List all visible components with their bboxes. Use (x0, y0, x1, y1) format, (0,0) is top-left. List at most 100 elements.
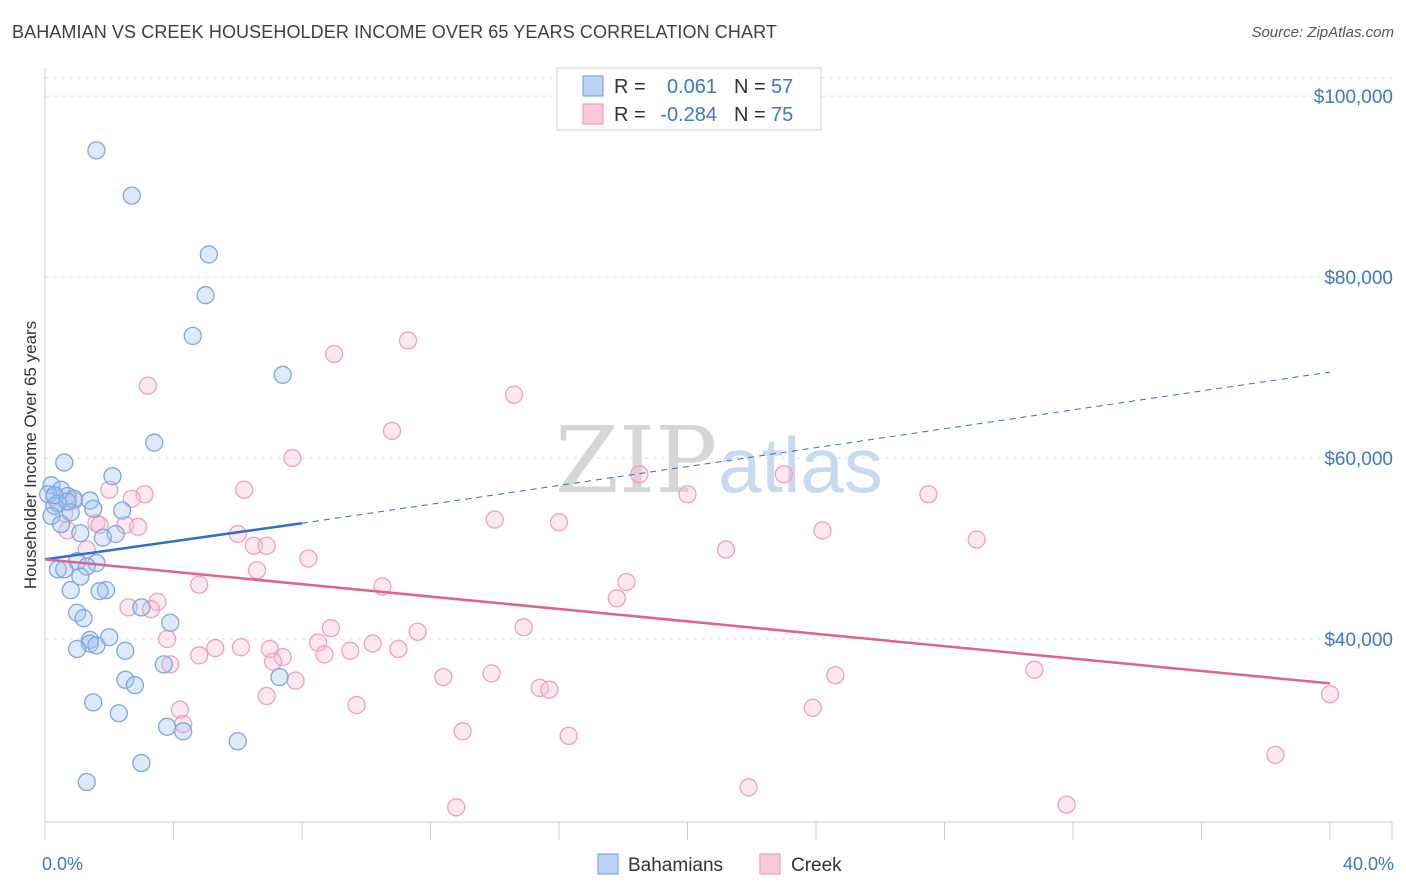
legend-swatch-bahamians (582, 75, 604, 97)
bahamians-point-2 (199, 245, 218, 264)
bahamians-point-42 (116, 641, 135, 660)
y-tick-label-3: $100,000 (1314, 87, 1393, 108)
creek-point-15 (485, 510, 504, 529)
creek-point-3 (504, 385, 524, 404)
creek-point-46 (389, 639, 408, 659)
creek-point-12 (919, 485, 938, 504)
creek-point-33 (607, 589, 626, 608)
bahamians-point-45 (116, 670, 135, 689)
creek-point-41 (308, 633, 328, 652)
creek-point-59 (540, 680, 559, 699)
bahamians-point-17 (84, 499, 103, 518)
chart-title: BAHAMIAN VS CREEK HOUSEHOLDER INCOME OVE… (12, 22, 777, 42)
bahamians-point-33 (132, 598, 151, 617)
bahamians-point-1 (122, 186, 141, 205)
creek-point-68 (1266, 745, 1285, 764)
creek-point-62 (347, 695, 366, 715)
creek-point-52 (161, 655, 180, 674)
series-label-creek: Creek (791, 855, 842, 876)
creek-point-2 (138, 376, 157, 395)
trend-lines (44, 371, 1331, 685)
creek-point-1 (324, 344, 344, 364)
creek-point-54 (482, 664, 501, 683)
creek-point-63 (803, 698, 822, 717)
bahamians-point-44 (270, 667, 289, 687)
creek-point-21 (813, 521, 832, 540)
bahamians-point-23 (93, 528, 112, 547)
creek-point-55 (826, 666, 845, 685)
creek-point-48 (315, 645, 334, 664)
creek-point-23 (967, 530, 986, 549)
bahamians-point-19 (61, 503, 80, 522)
creek-point-47 (341, 641, 360, 660)
creek-point-70 (1057, 795, 1076, 814)
bahamians-point-40 (87, 636, 106, 655)
legend-n-label-creek: N = (734, 104, 766, 126)
creek-point-30 (617, 572, 636, 592)
creek-point-57 (286, 671, 305, 690)
creek-point-60 (1320, 685, 1340, 704)
bahamians-point-53 (77, 772, 96, 792)
creek-point-56 (434, 667, 453, 687)
legend-n-value-bahamians: 57 (771, 76, 793, 98)
creek-point-38 (321, 619, 341, 638)
legend-swatch-creek (582, 103, 604, 125)
legend-n-value-creek: 75 (771, 104, 793, 126)
creek-point-49 (190, 646, 209, 665)
axes (44, 68, 1393, 840)
y-tick-label-2: $80,000 (1324, 268, 1393, 289)
bahamians-point-50 (173, 722, 193, 741)
creek-points (45, 331, 1340, 817)
bahamians-point-32 (90, 581, 109, 601)
chart-source: Source: ZipAtlas.com (1251, 24, 1394, 41)
creek-point-61 (257, 686, 276, 706)
legend-r-label-creek: R = (614, 104, 646, 126)
creek-trend-line-2 (44, 558, 1331, 685)
bahamians-point-5 (273, 365, 292, 384)
watermark: ZIP atlas (555, 407, 883, 514)
legend-r-value-bahamians: 0.061 (667, 76, 717, 98)
grid-lines (45, 77, 1392, 640)
bahamians-point-52 (132, 753, 151, 773)
bahamians-trend-line-1 (301, 371, 1331, 524)
bahamians-point-56 (58, 492, 77, 511)
series-swatch-creek (759, 853, 781, 875)
creek-point-31 (190, 575, 209, 594)
creek-point-39 (408, 622, 427, 641)
creek-point-37 (514, 618, 533, 637)
watermark-zip: ZIP (555, 407, 717, 514)
bahamians-point-48 (109, 704, 129, 723)
creek-point-74 (129, 517, 148, 536)
bahamians-point-54 (51, 514, 71, 534)
creek-point-7 (630, 465, 649, 484)
y-tick-label-1: $60,000 (1324, 449, 1393, 470)
bahamians-point-35 (74, 609, 93, 628)
creek-point-11 (678, 485, 697, 504)
bahamians-point-18 (112, 501, 132, 520)
creek-point-5 (283, 448, 302, 468)
creek-point-27 (716, 540, 736, 559)
series-swatch-bahamians (597, 853, 619, 875)
bahamians-points (39, 141, 292, 792)
bahamians-point-6 (145, 433, 164, 452)
creek-point-71 (447, 798, 466, 817)
bahamians-point-51 (228, 732, 247, 751)
creek-point-34 (148, 592, 167, 612)
y-tick-label-0: $40,000 (1324, 630, 1393, 651)
x-tick-label-0: 0.0% (42, 854, 83, 874)
creek-point-6 (774, 465, 794, 484)
y-axis-label: Householder Income Over 65 years (21, 321, 40, 589)
bahamians-point-31 (96, 581, 116, 600)
watermark-atlas: atlas (718, 421, 883, 509)
legend-r-value-creek: -0.284 (660, 104, 717, 126)
creek-point-67 (559, 726, 578, 745)
x-tick-labels: 0.0% 40.0% (42, 854, 1394, 874)
bahamians-point-21 (71, 524, 90, 543)
bahamians-point-49 (157, 717, 177, 736)
bahamians-point-47 (84, 693, 103, 712)
bahamians-point-0 (87, 141, 106, 160)
bahamians-point-7 (55, 453, 74, 472)
creek-point-28 (299, 549, 318, 568)
bahamians-point-41 (67, 639, 87, 659)
